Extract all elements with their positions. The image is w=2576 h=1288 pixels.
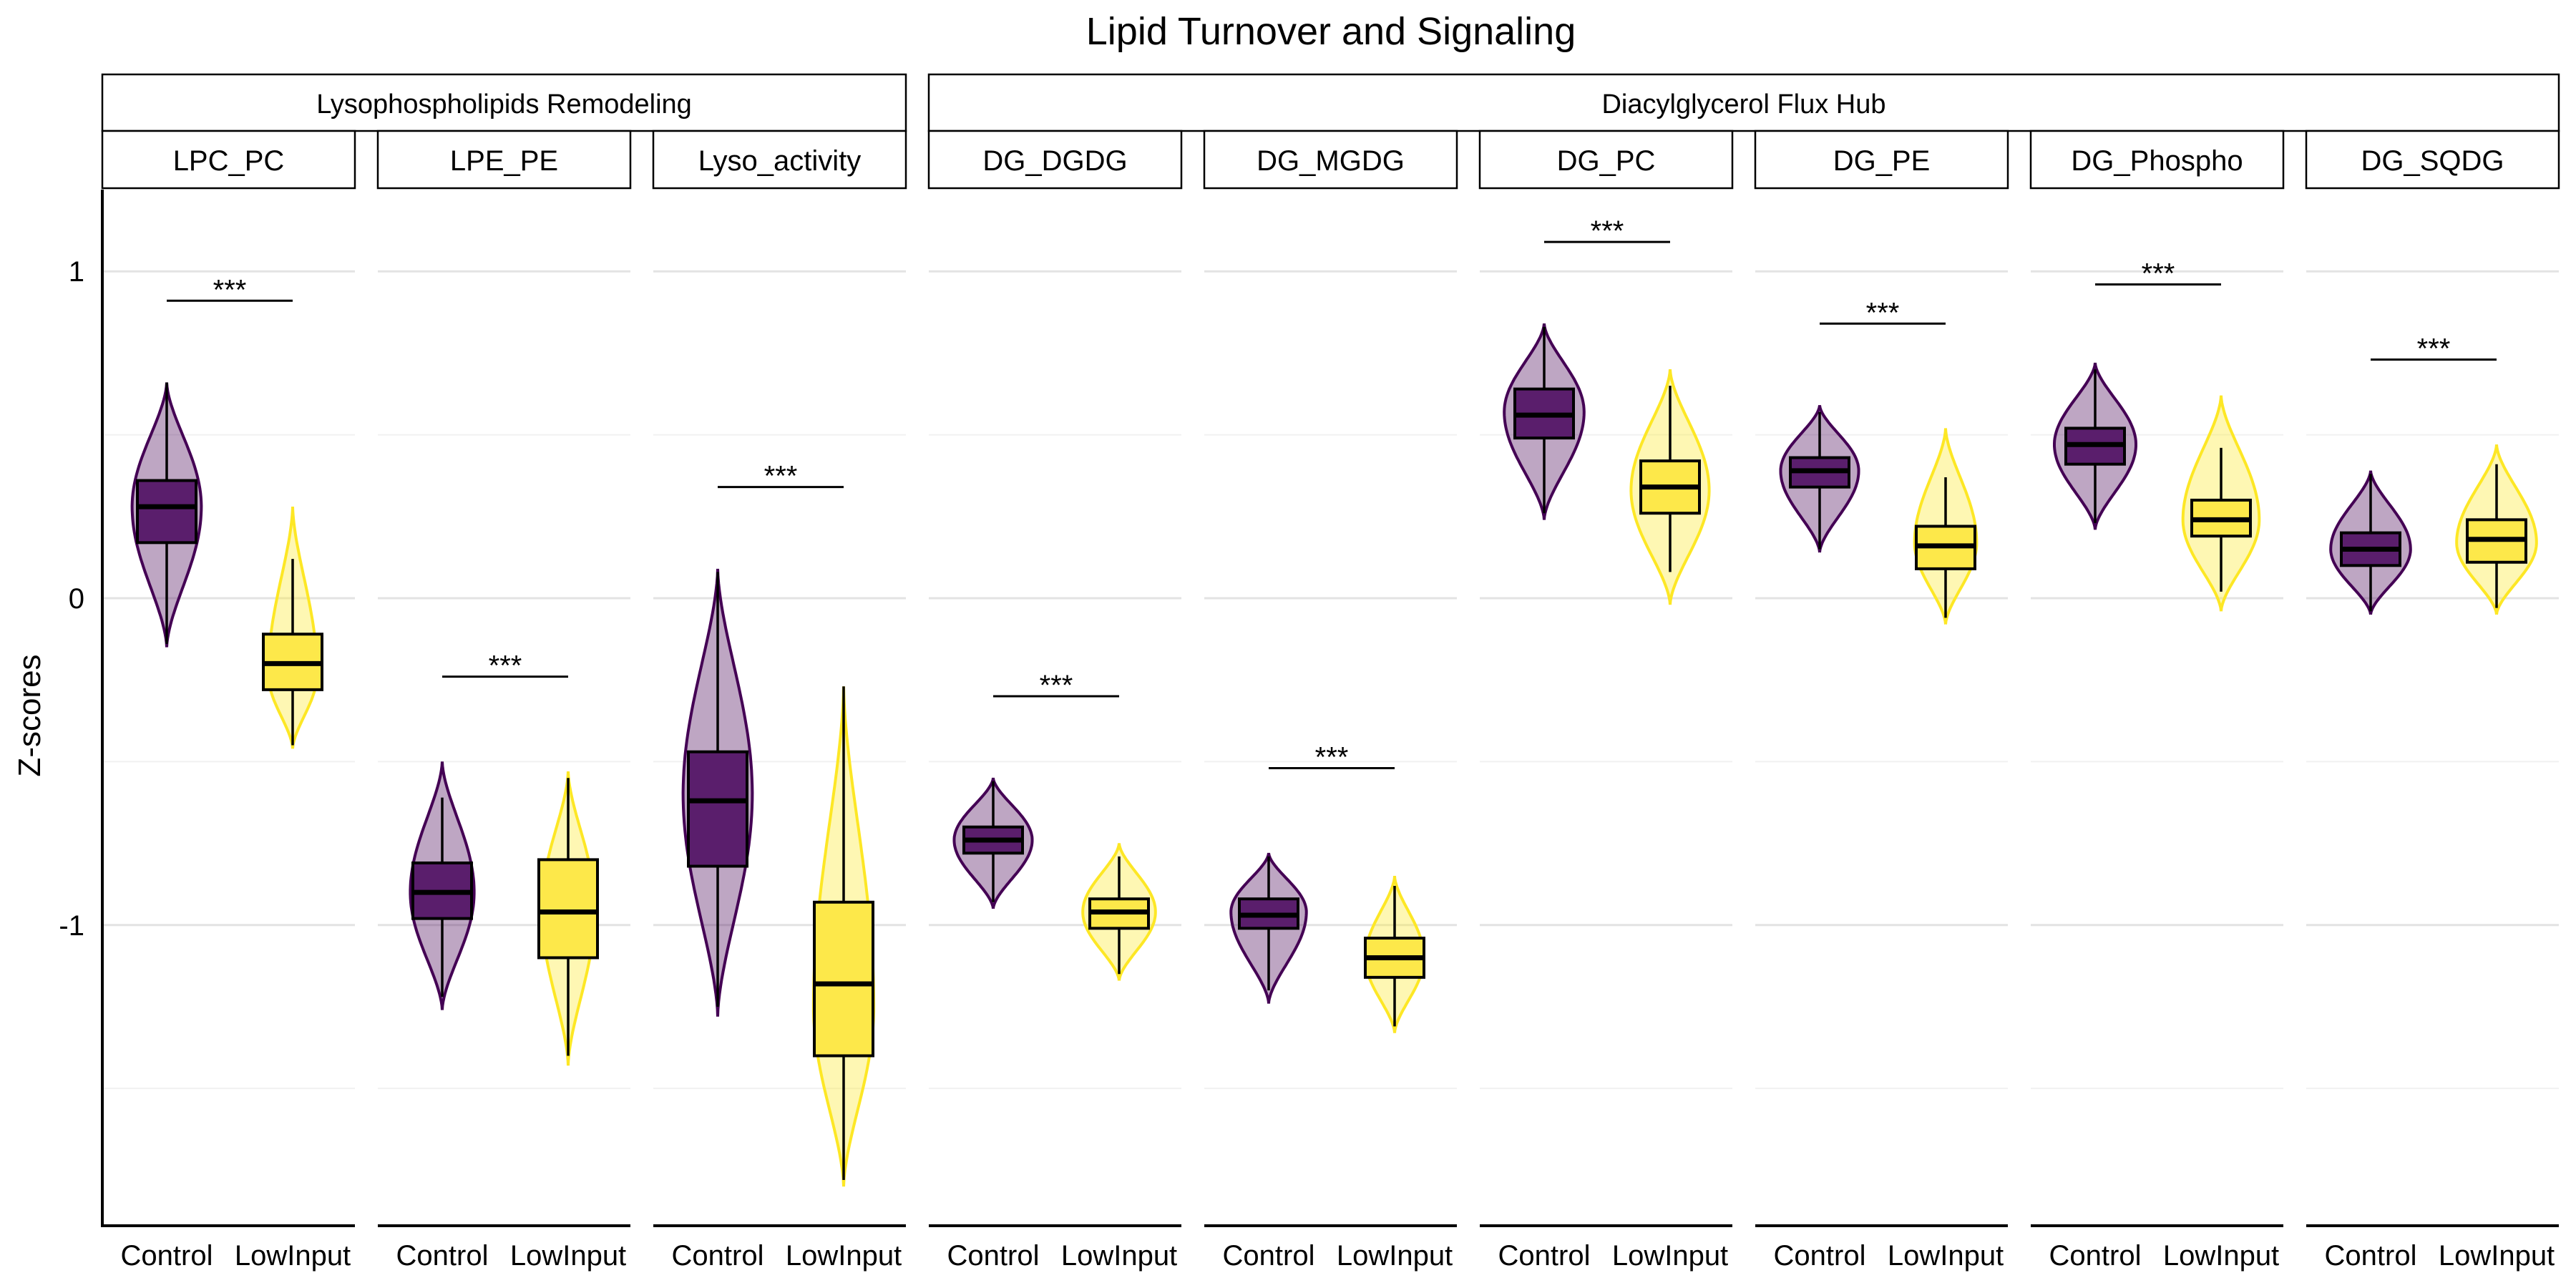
x-tick-label: Control — [2049, 1240, 2142, 1272]
x-tick-label: LowInput — [235, 1240, 351, 1272]
facet-strip-label: DG_MGDG — [1257, 145, 1405, 177]
y-tick-label: 1 — [69, 256, 84, 288]
box-control — [687, 750, 748, 868]
significance-label: *** — [1866, 297, 1900, 328]
significance-label: *** — [764, 461, 798, 492]
x-tick-label: LowInput — [2163, 1240, 2279, 1272]
x-tick-label: LowInput — [1337, 1240, 1453, 1272]
significance-label: *** — [1315, 742, 1349, 774]
significance-label: *** — [1591, 215, 1624, 247]
box-lowinput — [537, 858, 599, 960]
significance-label: *** — [2142, 258, 2175, 289]
significance-label: *** — [489, 650, 522, 682]
x-tick-label: Control — [121, 1240, 213, 1272]
group-strip-label: Lysophospholipids Remodeling — [316, 89, 692, 119]
x-tick-label: Control — [672, 1240, 764, 1272]
x-tick-label: LowInput — [510, 1240, 626, 1272]
x-tick-label: LowInput — [2439, 1240, 2555, 1272]
x-tick-label: Control — [396, 1240, 489, 1272]
y-axis-label: Z-scores — [12, 654, 47, 776]
facet-strip-box — [1203, 130, 1458, 190]
facet-strip-box — [1478, 130, 1734, 190]
facet-strip-label: Lyso_activity — [698, 145, 862, 177]
significance-label: *** — [2417, 333, 2451, 365]
facet-strip-label: DG_PC — [1557, 145, 1656, 177]
x-tick-label: Control — [947, 1240, 1040, 1272]
facet-strip-label: LPC_PC — [173, 145, 285, 177]
y-tick-label: 0 — [69, 583, 84, 615]
facet-strip-box — [376, 130, 632, 190]
facet-strip-box — [2029, 130, 2285, 190]
facet-strip-label: LPE_PE — [450, 145, 558, 177]
significance-label: *** — [213, 274, 247, 306]
group-strip-label: Diacylglycerol Flux Hub — [1601, 89, 1885, 119]
x-tick-label: Control — [1498, 1240, 1591, 1272]
box-lowinput — [813, 900, 874, 1058]
facet-strip-box — [2305, 130, 2560, 190]
plot-marks: *** *** *** *** *** *** *** *** *** — [130, 215, 2538, 1187]
box-control — [136, 479, 197, 545]
facet-strip-box — [101, 130, 356, 190]
gridlines — [102, 270, 2559, 1090]
x-tick-label: Control — [1223, 1240, 1315, 1272]
axes: Control LowInput Control LowInput Control Low… — [59, 190, 2559, 1272]
x-tick-label: LowInput — [786, 1240, 902, 1272]
y-tick-label: -1 — [59, 910, 84, 942]
facet-strip-box — [1754, 130, 2009, 190]
facet-strip-label: DG_Phospho — [2071, 145, 2243, 177]
facet-strips: Lysophospholipids Remodeling Diacylglycer… — [101, 73, 2560, 190]
x-tick-label: LowInput — [1061, 1240, 1177, 1272]
facet-strip-label: DG_DGDG — [982, 145, 1127, 177]
significance-label: *** — [1040, 670, 1073, 701]
x-tick-label: LowInput — [1612, 1240, 1728, 1272]
x-tick-label: Control — [1774, 1240, 1866, 1272]
facet-strip-label: DG_PE — [1833, 145, 1931, 177]
facet-strip-box — [927, 130, 1183, 190]
chart-title: Lipid Turnover and Signaling — [1086, 10, 1576, 53]
facet-strip-box — [652, 130, 907, 190]
facet-strip-label: DG_SQDG — [2361, 145, 2504, 177]
x-tick-label: Control — [2325, 1240, 2417, 1272]
group-strip-box — [101, 73, 907, 132]
x-tick-label: LowInput — [1888, 1240, 2004, 1272]
group-strip-box — [927, 73, 2560, 132]
